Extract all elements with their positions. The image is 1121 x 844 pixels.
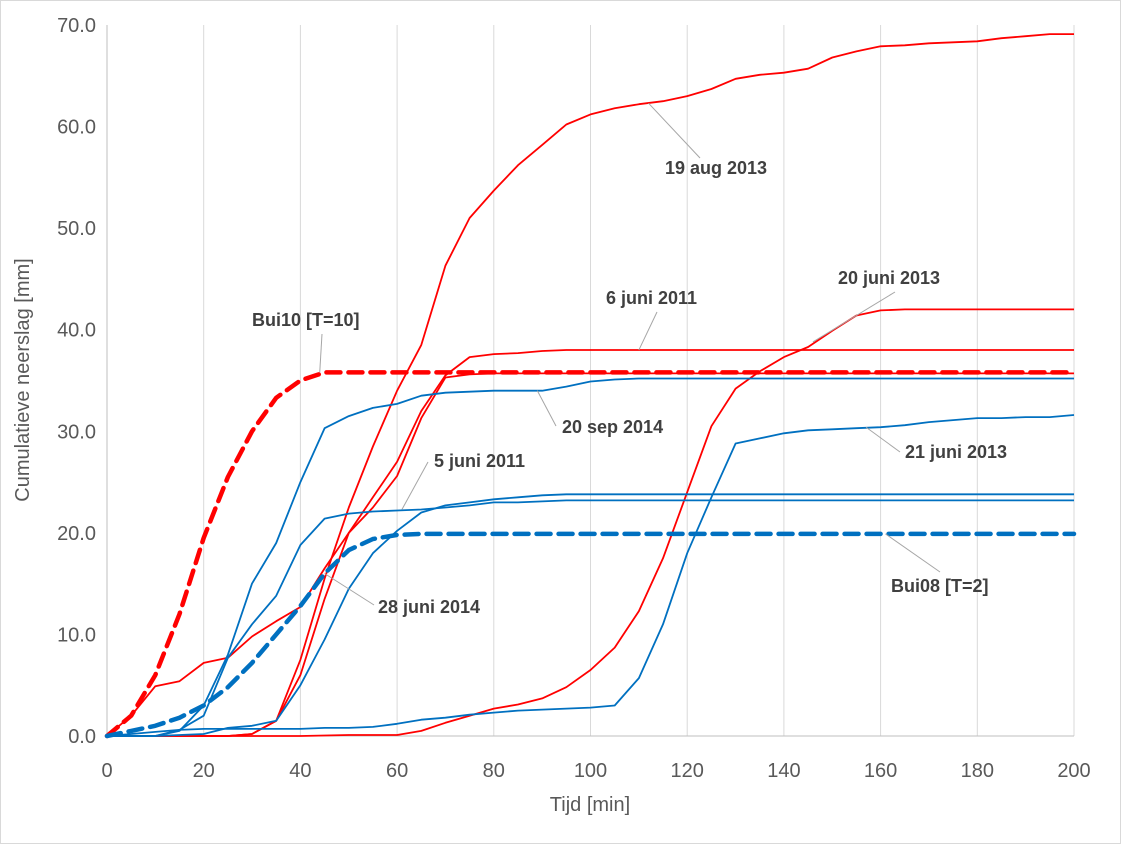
x-tick-label: 160 (864, 760, 897, 782)
annotation-bui10-t-10: Bui10 [T=10] (252, 310, 360, 330)
series-line-unlabeled-8 (107, 493, 1074, 737)
annotation-labels: 19 aug 2013 20 juni 2013 6 juni 2011 Bui10 … (252, 158, 1007, 617)
leader-line-5-juni-2011 (401, 461, 429, 510)
series-line-bui10-t-10 (104, 370, 1077, 739)
series-line-6-juni-2011 (107, 349, 1074, 737)
series-line-20-juni-2013 (107, 308, 1074, 737)
leader-line-20-sep-2014 (536, 390, 557, 427)
annotation-28-juni-2014: 28 juni 2014 (378, 597, 480, 617)
x-tick-label: 100 (574, 760, 607, 782)
y-tick-label: 70.0 (57, 15, 96, 37)
y-tick-label: 50.0 (57, 218, 96, 240)
leader-line-19-aug-2013 (648, 102, 701, 159)
leader-line-bui08-t-2 (885, 533, 941, 573)
x-tick-label: 0 (101, 760, 112, 782)
x-tick-label: 140 (767, 760, 800, 782)
series-line-21-juni-2013 (106, 414, 1075, 737)
annotation-20-sep-2014: 20 sep 2014 (562, 417, 663, 437)
annotation-6-juni-2011: 6 juni 2011 (606, 288, 697, 308)
series-line-20-sep-2014 (107, 377, 1074, 737)
x-tick-labels: 0 20 40 60 80 100 120 140 160 180 200 (101, 760, 1090, 782)
annotation-21-juni-2013: 21 juni 2013 (905, 442, 1007, 462)
x-tick-label: 120 (671, 760, 704, 782)
x-tick-label: 20 (193, 760, 215, 782)
x-tick-label: 80 (483, 760, 505, 782)
x-tick-label: 60 (386, 760, 408, 782)
x-tick-label: 40 (289, 760, 311, 782)
series-lines (104, 33, 1077, 739)
annotation-20-juni-2013: 20 juni 2013 (838, 268, 940, 288)
y-tick-label: 10.0 (57, 624, 96, 646)
x-axis-title: Tijd [min] (550, 794, 630, 816)
y-axis-title: Cumulatieve neerslag [mm] (12, 258, 34, 501)
annotation-leaders (319, 102, 941, 606)
y-tick-label: 20.0 (57, 523, 96, 545)
y-tick-label: 60.0 (57, 117, 96, 139)
annotation-5-juni-2011: 5 juni 2011 (434, 451, 525, 471)
leader-line-21-juni-2013 (865, 426, 901, 453)
annotation-bui08-t-2: Bui08 [T=2] (891, 576, 989, 596)
leader-line-20-juni-2013 (812, 291, 896, 343)
y-tick-labels: 0.0 10.0 20.0 30.0 40.0 50.0 60.0 70.0 (57, 15, 96, 748)
gridlines (203, 25, 1075, 736)
series-line-bui08-t-2 (104, 531, 1077, 739)
x-tick-label: 200 (1057, 760, 1090, 782)
leader-line-6-juni-2011 (638, 311, 658, 351)
y-tick-label: 30.0 (57, 421, 96, 443)
y-tick-label: 40.0 (57, 320, 96, 342)
annotation-19-aug-2013: 19 aug 2013 (665, 158, 767, 178)
leader-line-28-juni-2014 (324, 573, 375, 606)
x-tick-label: 180 (961, 760, 994, 782)
y-tick-label: 0.0 (68, 726, 96, 748)
leader-line-bui10-t-10 (319, 333, 323, 373)
